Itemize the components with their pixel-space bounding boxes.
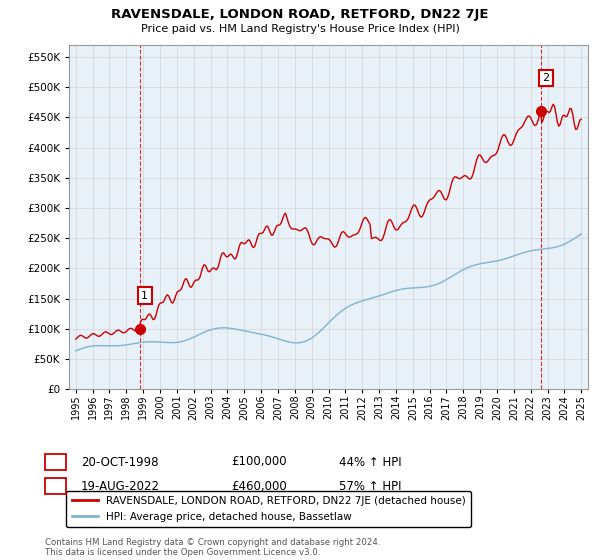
Text: £460,000: £460,000: [231, 479, 287, 493]
Text: £100,000: £100,000: [231, 455, 287, 469]
Text: 2: 2: [542, 73, 550, 83]
Text: RAVENSDALE, LONDON ROAD, RETFORD, DN22 7JE: RAVENSDALE, LONDON ROAD, RETFORD, DN22 7…: [111, 8, 489, 21]
Text: Contains HM Land Registry data © Crown copyright and database right 2024.
This d: Contains HM Land Registry data © Crown c…: [45, 538, 380, 557]
Legend: RAVENSDALE, LONDON ROAD, RETFORD, DN22 7JE (detached house), HPI: Average price,: RAVENSDALE, LONDON ROAD, RETFORD, DN22 7…: [67, 491, 471, 527]
Text: 1: 1: [142, 291, 148, 301]
Text: Price paid vs. HM Land Registry's House Price Index (HPI): Price paid vs. HM Land Registry's House …: [140, 24, 460, 34]
Text: 44% ↑ HPI: 44% ↑ HPI: [339, 455, 401, 469]
Text: 2: 2: [52, 479, 59, 493]
Text: 57% ↑ HPI: 57% ↑ HPI: [339, 479, 401, 493]
Text: 19-AUG-2022: 19-AUG-2022: [81, 479, 160, 493]
Text: 1: 1: [52, 455, 59, 469]
Text: 20-OCT-1998: 20-OCT-1998: [81, 455, 158, 469]
